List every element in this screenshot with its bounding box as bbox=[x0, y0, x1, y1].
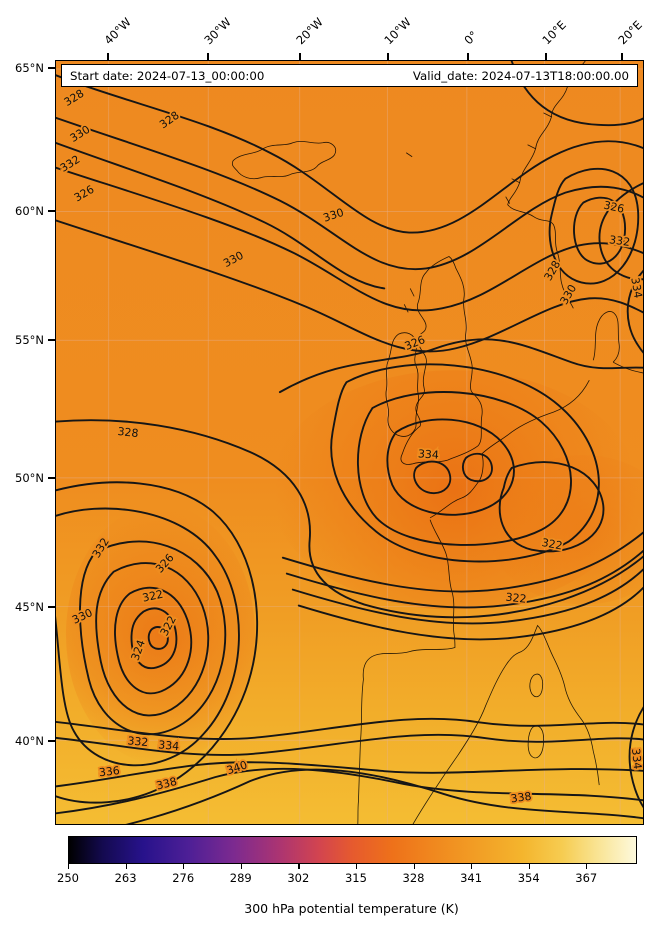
colorbar-tick-label: 250 bbox=[57, 871, 79, 885]
colorbar-tick-label: 263 bbox=[114, 871, 137, 885]
x-tick-mark bbox=[107, 53, 109, 60]
x-tick-mark bbox=[299, 53, 301, 60]
y-tick-mark bbox=[48, 67, 55, 69]
x-tick-mark bbox=[207, 53, 209, 60]
y-tick-label: 55°N bbox=[15, 333, 44, 347]
start-date-text: Start date: 2024-07-13_00:00:00 bbox=[70, 68, 265, 83]
y-tick-mark bbox=[48, 339, 55, 341]
x-tick-label: 40°W bbox=[101, 14, 134, 48]
y-tick-label: 60°N bbox=[15, 204, 44, 218]
x-axis-longitude: 40°W 30°W 20°W 10°W 0° 10°E 20°E bbox=[55, 0, 645, 60]
contour-label: 334 bbox=[629, 748, 643, 770]
contour-label: 322 bbox=[141, 588, 164, 605]
x-tick-mark bbox=[545, 53, 547, 60]
contour-label: 328 bbox=[117, 425, 139, 440]
contour-label: 334 bbox=[417, 447, 439, 461]
graticule-grid bbox=[56, 61, 643, 824]
y-tick-label: 40°N bbox=[15, 734, 44, 748]
x-tick-mark bbox=[467, 53, 469, 60]
date-header: Start date: 2024-07-13_00:00:00 Valid_da… bbox=[61, 64, 638, 87]
contour-label: 322 bbox=[505, 591, 527, 606]
colorbar-tick-label: 315 bbox=[344, 871, 367, 885]
colorbar-tick-label: 302 bbox=[287, 871, 310, 885]
colorbar-tick-label: 328 bbox=[402, 871, 425, 885]
colorbar-tick-mark bbox=[355, 864, 358, 869]
colorbar-axis: 250 263 276 289 302 315 328 341 354 367 bbox=[57, 864, 635, 890]
contour-label: 332 bbox=[127, 734, 149, 749]
y-tick-label: 50°N bbox=[15, 471, 44, 485]
colorbar-tick-label: 367 bbox=[575, 871, 598, 885]
colorbar-tick-mark bbox=[298, 864, 300, 869]
colorbar-tick-mark bbox=[68, 864, 70, 869]
y-tick-mark bbox=[48, 606, 55, 608]
colorbar-tick-mark bbox=[528, 864, 530, 869]
y-tick-label: 65°N bbox=[15, 61, 44, 75]
y-tick-mark bbox=[48, 740, 55, 742]
x-tick-label: 20°W bbox=[293, 14, 326, 48]
x-tick-label: 0° bbox=[461, 28, 481, 48]
colorbar bbox=[68, 836, 637, 864]
colorbar-label: 300 hPa potential temperature (K) bbox=[244, 901, 459, 916]
valid-date-text: Valid_date: 2024-07-13T18:00:00.00 bbox=[412, 68, 629, 83]
contour-label: 334 bbox=[158, 738, 180, 753]
colorbar-tick-label: 341 bbox=[460, 871, 483, 885]
contour-lines bbox=[56, 61, 643, 824]
map-area: 328 330 332 326 328 330 330 326 332 334 328 330 326 3… bbox=[55, 60, 644, 825]
x-tick-label: 30°W bbox=[201, 14, 234, 48]
contour-label: 326 bbox=[602, 199, 625, 216]
y-tick-label: 45°N bbox=[15, 600, 44, 614]
colorbar-tick-mark bbox=[240, 864, 242, 869]
y-tick-mark bbox=[48, 477, 55, 479]
x-tick-label: 20°E bbox=[615, 17, 645, 48]
contour-map-canvas: 3283303323263283303303263323343283303263… bbox=[56, 61, 643, 824]
contour-label: 332 bbox=[608, 233, 630, 249]
colorbar-tick-label: 276 bbox=[172, 871, 195, 885]
colorbar-tick-mark bbox=[125, 864, 127, 869]
colorbar-tick-mark bbox=[586, 864, 588, 869]
contour-label: 322 bbox=[541, 536, 564, 552]
x-tick-mark bbox=[387, 53, 389, 60]
colorbar-tick-label: 354 bbox=[517, 871, 540, 885]
x-tick-label: 10°E bbox=[539, 17, 569, 48]
x-tick-mark bbox=[621, 53, 623, 60]
colorbar-tick-mark bbox=[471, 864, 473, 869]
colorbar-tick-mark bbox=[183, 864, 185, 869]
contour-label: 336 bbox=[98, 764, 120, 779]
y-axis-latitude: 65°N 60°N 55°N 50°N 45°N 40°N bbox=[0, 60, 55, 825]
colorbar-tick-label: 289 bbox=[229, 871, 252, 885]
y-tick-mark bbox=[48, 210, 55, 212]
colorbar-tick-mark bbox=[413, 864, 415, 869]
x-tick-label: 10°W bbox=[381, 14, 414, 48]
contour-label: 338 bbox=[510, 790, 532, 806]
